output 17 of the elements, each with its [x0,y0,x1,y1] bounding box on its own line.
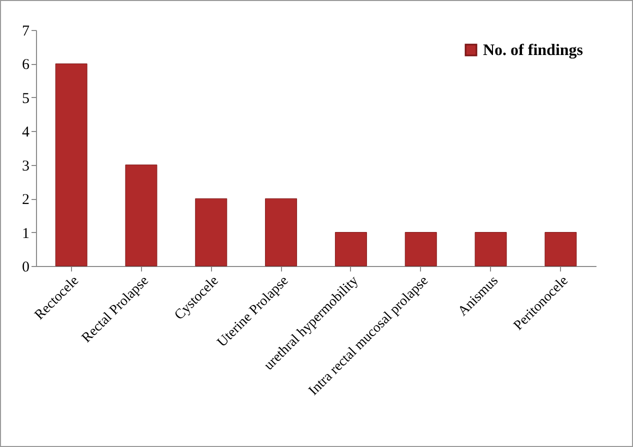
legend-label: No. of findings [483,42,584,59]
bar [404,232,437,266]
y-tick-label: 6 [22,57,30,74]
y-tick-label: 3 [22,158,30,174]
bar [265,198,298,266]
bar [195,198,228,266]
y-tick-label: 5 [22,90,30,107]
bar [544,232,577,266]
bar [125,164,158,266]
y-tick-label: 1 [22,226,30,242]
y-tick-label: 0 [22,260,30,276]
bar [334,232,367,266]
y-tick-label: 2 [22,192,30,208]
y-tick-label: 7 [22,24,30,40]
y-tick-label: 4 [22,124,30,141]
bar [474,232,507,266]
bar [55,63,88,266]
